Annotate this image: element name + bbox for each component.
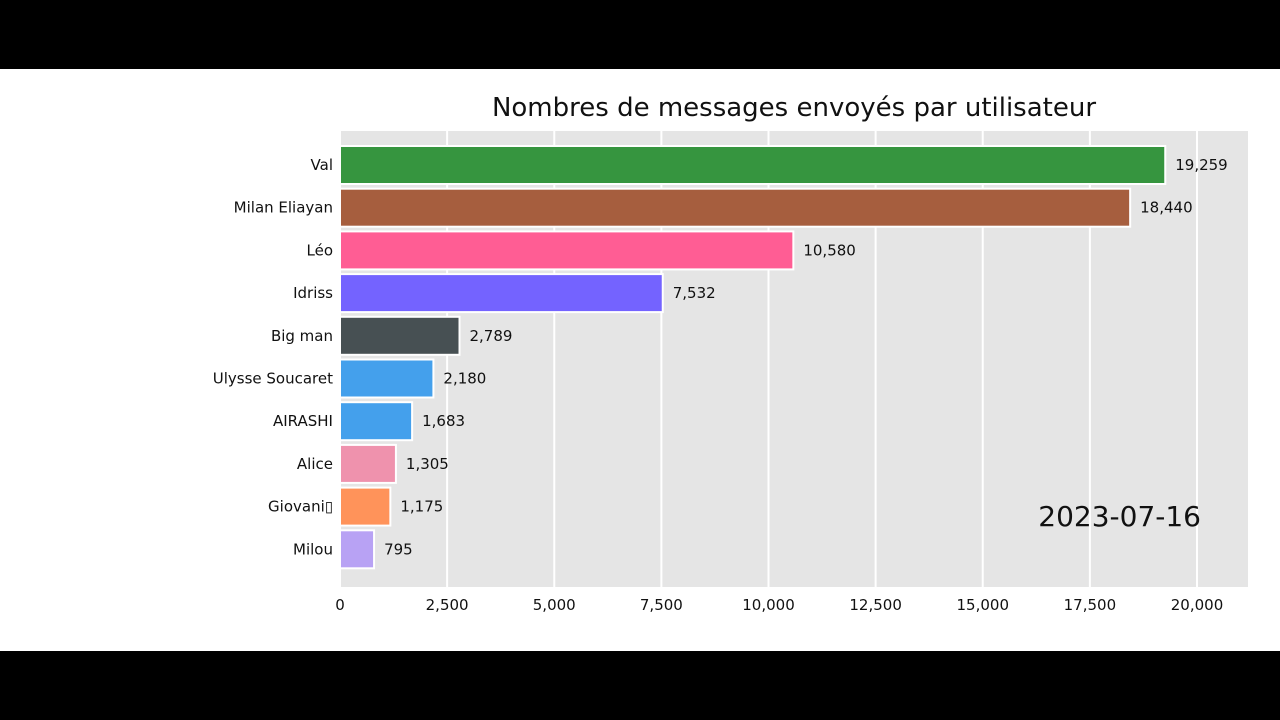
x-tick-label: 17,500 [1064, 596, 1117, 614]
x-tick-label: 12,500 [849, 596, 902, 614]
category-label: AIRASHI [273, 412, 333, 430]
bar [339, 230, 795, 271]
value-label: 1,175 [400, 498, 443, 516]
value-label: 1,683 [422, 412, 465, 430]
date-label: 2023-07-16 [1038, 500, 1201, 533]
value-label: 19,259 [1175, 156, 1228, 174]
x-tick-label: 7,500 [640, 596, 683, 614]
category-label: Giovani▯ [268, 498, 333, 516]
bar [339, 486, 392, 527]
x-tick-label: 15,000 [957, 596, 1010, 614]
category-label: Milou [293, 540, 333, 558]
x-tick-label: 5,000 [533, 596, 576, 614]
x-tick-label: 2,500 [426, 596, 469, 614]
bar-chart-race: Val Milan Eliayan Léo Idriss Big man Ulysse S… [213, 93, 1248, 614]
category-label: Big man [271, 327, 333, 345]
bar [339, 187, 1132, 228]
chart-frame: Val Milan Eliayan Léo Idriss Big man Ulysse S… [0, 69, 1280, 651]
value-label: 795 [384, 540, 413, 558]
value-label: 7,532 [673, 284, 716, 302]
chart-title: Nombres de messages envoyés par utilisat… [492, 93, 1096, 123]
value-label: 18,440 [1140, 199, 1193, 217]
bars [339, 145, 1167, 570]
x-tick-label: 0 [335, 596, 345, 614]
category-label: Val [311, 156, 333, 174]
bar [339, 529, 376, 570]
x-tick-label: 20,000 [1171, 596, 1224, 614]
category-label: Ulysse Soucaret [213, 370, 333, 388]
bar [339, 358, 435, 399]
category-label: Idriss [293, 284, 333, 302]
value-label: 2,789 [470, 327, 513, 345]
value-label: 2,180 [443, 370, 486, 388]
value-labels: 19,259 18,440 10,580 7,532 2,789 2,180 1,683 1,… [384, 156, 1228, 558]
category-label: Léo [307, 241, 334, 259]
value-label: 10,580 [803, 241, 856, 259]
x-axis-ticks: 0 2,500 5,000 7,500 10,000 12,500 15,000 17,500… [335, 596, 1223, 614]
bar [339, 145, 1167, 185]
bar [339, 315, 461, 356]
category-labels: Val Milan Eliayan Léo Idriss Big man Ulysse S… [213, 156, 333, 558]
bar [339, 443, 397, 484]
category-label: Milan Eliayan [234, 199, 333, 217]
value-label: 1,305 [406, 455, 449, 473]
bar [339, 273, 664, 314]
bar [339, 401, 414, 442]
x-tick-label: 10,000 [742, 596, 795, 614]
category-label: Alice [297, 455, 333, 473]
